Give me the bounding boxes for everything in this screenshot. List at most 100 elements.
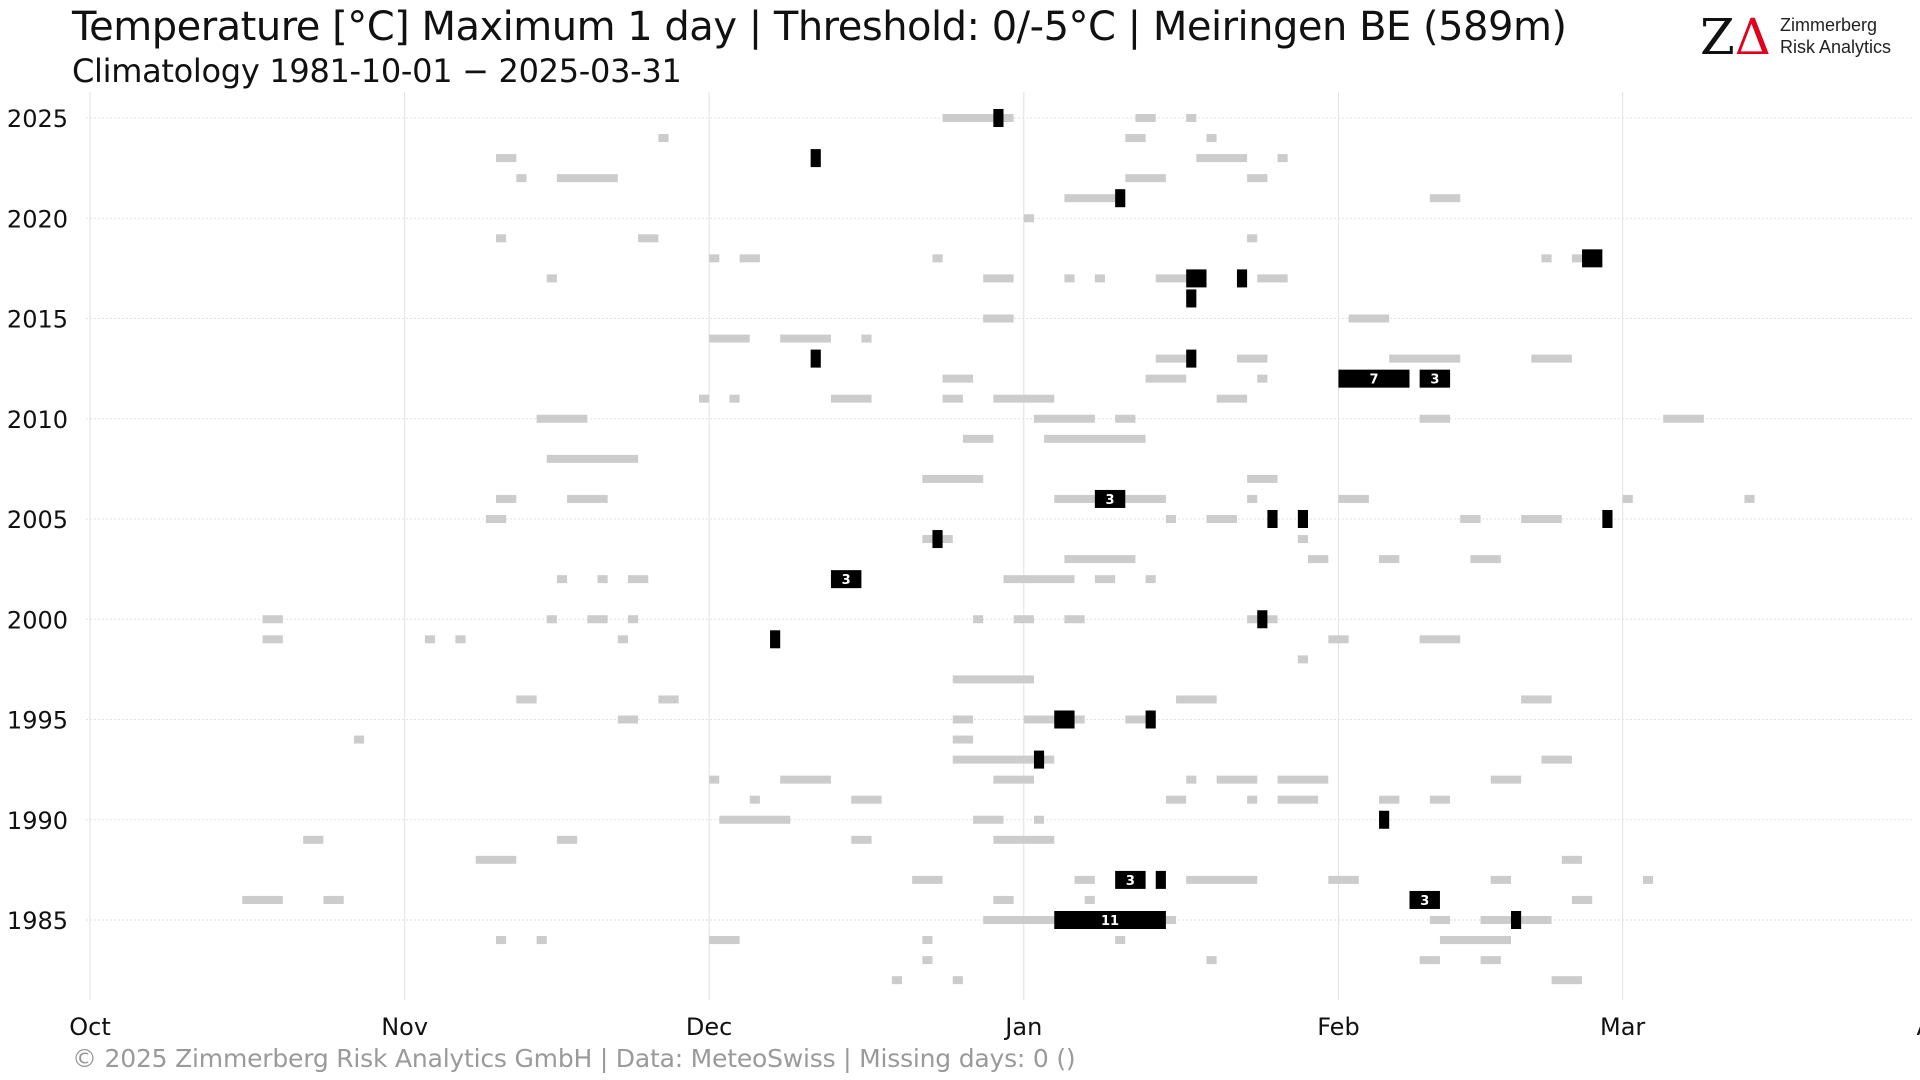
gray-period-bar — [1125, 715, 1156, 724]
y-tick-label: 2000 — [7, 606, 68, 634]
gray-period-bar — [496, 936, 507, 945]
axes: Oct Nov Dec Jan Feb Mar Apr 1985 1990 1995 2000 200… — [7, 105, 1920, 1040]
gray-period-bar — [1023, 214, 1034, 223]
gray-period-bar — [1460, 515, 1481, 523]
gray-period-bar — [262, 635, 283, 644]
gray-period-bar — [1247, 474, 1278, 483]
gray-period-bar — [516, 695, 537, 704]
black-period-bar — [1155, 870, 1166, 889]
logo-name-line2: Risk Analytics — [1780, 37, 1892, 57]
gray-period-bar — [1297, 535, 1308, 544]
logo-name: Zimmerberg Risk Analytics — [1780, 14, 1891, 58]
footer-credit: © 2025 Zimmerberg Risk Analytics GmbH | … — [72, 1044, 1076, 1073]
black-period-bar — [1094, 489, 1126, 508]
gray-period-bar — [1551, 976, 1583, 985]
chart-subtitle: Climatology 1981-10-01 − 2025-03-31 — [72, 52, 682, 90]
below-minus5-series: 7 3 3 3 3 3 11 — [770, 109, 1613, 929]
bar-count-label: 3 — [1106, 493, 1115, 508]
gray-period-bar — [1094, 575, 1116, 584]
gray-period-bar — [1145, 575, 1156, 584]
gray-period-bar — [1419, 414, 1451, 423]
black-period-bar — [932, 530, 943, 549]
gray-period-bar — [1155, 274, 1197, 283]
gray-period-bar — [1541, 755, 1572, 764]
gray-period-bar — [1561, 855, 1583, 864]
gray-period-bar — [1094, 274, 1105, 283]
black-period-bar — [1054, 911, 1166, 929]
gray-period-bar — [983, 916, 1055, 924]
gray-period-bar — [1277, 154, 1288, 163]
gray-period-bar — [1044, 434, 1146, 443]
gray-period-bar — [719, 815, 791, 824]
black-period-bar — [1419, 369, 1451, 388]
gray-period-bar — [1115, 414, 1136, 423]
gray-period-bar — [709, 254, 720, 263]
gray-period-bar — [709, 936, 740, 945]
black-period-bar — [830, 570, 862, 589]
gray-period-bar — [1165, 515, 1177, 523]
gray-period-bar — [1480, 916, 1511, 924]
gray-period-bar — [1165, 795, 1187, 804]
gray-period-bar — [1135, 114, 1156, 122]
black-period-bar — [1582, 249, 1603, 268]
gray-period-bar — [1257, 374, 1268, 383]
gray-period-bar — [1439, 936, 1511, 945]
gray-period-bar — [1196, 154, 1248, 163]
black-period-bar — [1054, 710, 1075, 729]
gray-period-bar — [658, 134, 669, 143]
gray-period-bar — [1064, 555, 1136, 564]
gray-period-bar — [1470, 555, 1501, 564]
gray-period-bar — [952, 675, 1034, 684]
gray-period-bar — [699, 394, 710, 403]
gray-period-bar — [993, 835, 1055, 844]
gray-period-bar — [1338, 494, 1369, 503]
black-period-bar — [1186, 289, 1197, 308]
company-logo: ZΔ Zimmerberg Risk Analytics — [1700, 8, 1900, 68]
bar-count-label: 3 — [1126, 874, 1135, 889]
gray-period-bar — [1145, 374, 1187, 383]
gray-period-bar — [942, 394, 963, 403]
gray-period-bar — [1622, 494, 1633, 503]
gray-period-bar — [475, 855, 517, 864]
gray-period-bar — [1155, 354, 1187, 363]
gray-period-bar — [455, 635, 466, 644]
black-period-bar — [1297, 510, 1308, 528]
gray-period-bar — [1216, 775, 1258, 784]
gray-period-bar — [922, 956, 933, 965]
bar-count-label: 3 — [1420, 894, 1429, 909]
gray-period-bar — [424, 635, 436, 644]
gray-period-bar — [1348, 314, 1390, 323]
y-tick-label: 1985 — [7, 907, 68, 935]
gray-period-bar — [1186, 114, 1197, 122]
y-tick-label: 2010 — [7, 406, 68, 434]
gray-period-bar — [496, 494, 517, 503]
gray-period-bar — [353, 735, 365, 744]
gray-period-bar — [861, 334, 872, 343]
gray-period-bar — [516, 174, 527, 183]
bar-count-label: 7 — [1369, 373, 1378, 388]
gray-period-bar — [1521, 515, 1562, 523]
gray-period-bar — [1277, 795, 1319, 804]
y-tick-label: 2025 — [7, 105, 68, 133]
gray-period-bar — [973, 615, 984, 624]
gray-period-bar — [1003, 575, 1075, 584]
gray-period-bar — [973, 815, 1004, 824]
gray-period-bar — [993, 394, 1055, 403]
gray-period-bar — [546, 274, 557, 283]
y-tick-label: 2005 — [7, 506, 68, 534]
gray-period-bar — [556, 174, 618, 183]
gray-period-bar — [597, 575, 608, 584]
gray-period-bar — [546, 615, 557, 624]
gray-period-bar — [262, 615, 283, 624]
y-tick-label: 1995 — [7, 707, 68, 735]
black-period-bar — [1236, 269, 1248, 288]
black-period-bar — [1145, 710, 1156, 729]
timeline-chart: 7 3 3 3 3 3 11 Oct Nov Dec Jan Feb Mar Apr 1985 1990 19… — [7, 92, 1920, 1040]
gray-period-bar — [1531, 354, 1572, 363]
gray-period-bar — [952, 976, 963, 985]
gray-period-bar — [638, 234, 659, 243]
black-period-bar — [1115, 189, 1126, 208]
gray-period-bar — [962, 434, 994, 443]
gray-period-bar — [1379, 795, 1400, 804]
gray-period-bar — [1033, 815, 1045, 824]
